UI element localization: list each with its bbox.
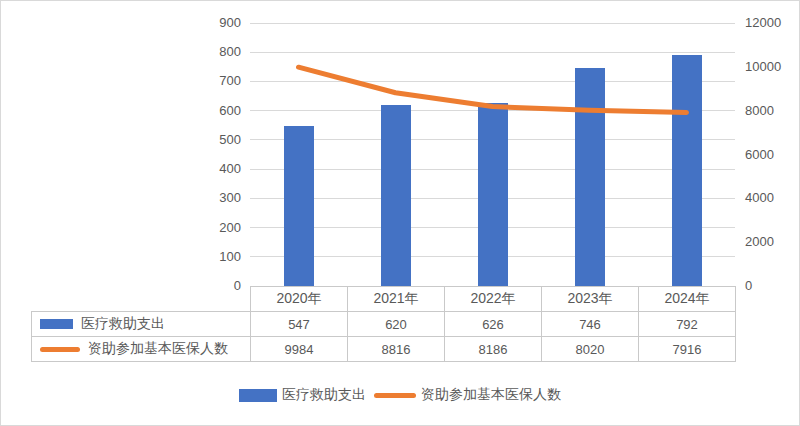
legend-line-swatch-icon: [374, 393, 416, 398]
value-cell-s1-0: 9984: [251, 337, 348, 362]
value-cell-s1-1: 8816: [348, 337, 445, 362]
plot-area: [250, 23, 735, 286]
left-axis-tick-800: 800: [1, 43, 241, 61]
right-axis: 0 2000 4000 6000 8000 10000 12000: [745, 1, 800, 425]
table-row-series-0: 医疗救助支出 547620626746792: [32, 312, 736, 337]
left-axis-tick-200: 200: [1, 219, 241, 237]
legend-item-1: 资助参加基本医保人数: [374, 386, 561, 404]
right-axis-tick-10000: 10000: [745, 58, 781, 76]
table-row-series-1: 资助参加基本医保人数 99848816818680207916: [32, 337, 736, 362]
line-series-svg: [250, 23, 735, 286]
table-header-row: 2020年2021年2022年2023年2024年: [32, 287, 736, 312]
left-axis-tick-400: 400: [1, 160, 241, 178]
chart-legend: 医疗救助支出 资助参加基本医保人数: [1, 384, 799, 406]
value-cell-s1-2: 8186: [445, 337, 542, 362]
year-header-cell-0: 2020年: [251, 287, 348, 312]
right-axis-tick-2000: 2000: [745, 233, 774, 251]
left-axis-tick-900: 900: [1, 14, 241, 32]
data-table: 2020年2021年2022年2023年2024年医疗救助支出 547620626…: [31, 286, 736, 362]
value-cell-s0-3: 746: [542, 312, 639, 337]
right-axis-tick-8000: 8000: [745, 102, 774, 120]
left-axis-tick-100: 100: [1, 248, 241, 266]
year-header-cell-2: 2022年: [445, 287, 542, 312]
line-swatch-icon: [40, 347, 80, 352]
left-axis-tick-300: 300: [1, 189, 241, 207]
legend-label: 资助参加基本医保人数: [421, 386, 561, 404]
right-axis-tick-6000: 6000: [745, 146, 774, 164]
value-cell-s1-3: 8020: [542, 337, 639, 362]
value-cell-s0-0: 547: [251, 312, 348, 337]
legend-bar-swatch-icon: [239, 389, 277, 402]
left-axis-tick-700: 700: [1, 72, 241, 90]
table-corner-spacer: [32, 287, 251, 312]
value-cell-s0-1: 620: [348, 312, 445, 337]
right-axis-tick-4000: 4000: [745, 189, 774, 207]
series-label-cell-1: 资助参加基本医保人数: [32, 337, 251, 362]
year-header-cell-4: 2024年: [639, 287, 736, 312]
right-axis-tick-12000: 12000: [745, 14, 781, 32]
line-series: [299, 67, 687, 112]
left-axis-tick-600: 600: [1, 102, 241, 120]
series-name: 资助参加基本医保人数: [88, 340, 228, 356]
value-cell-s1-4: 7916: [639, 337, 736, 362]
legend-label: 医疗救助支出: [282, 386, 366, 404]
value-cell-s0-2: 626: [445, 312, 542, 337]
legend-item-0: 医疗救助支出: [239, 386, 366, 404]
series-name: 医疗救助支出: [81, 315, 165, 331]
series-label-cell-0: 医疗救助支出: [32, 312, 251, 337]
right-axis-tick-0: 0: [745, 277, 752, 295]
left-axis-tick-500: 500: [1, 131, 241, 149]
chart-frame: 0 100 200 300 400 500 600 700 800 900 0 2000 4000 60…: [0, 0, 800, 426]
value-cell-s0-4: 792: [639, 312, 736, 337]
bar-swatch-icon: [40, 319, 73, 329]
year-header-cell-3: 2023年: [542, 287, 639, 312]
year-header-cell-1: 2021年: [348, 287, 445, 312]
